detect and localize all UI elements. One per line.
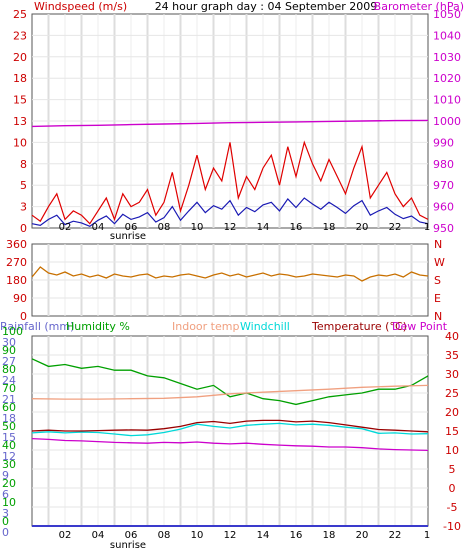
humidity-tick-label: 40 [2, 439, 16, 452]
x-tick-label: 12 [224, 530, 237, 541]
humidity-tick-label: 30 [2, 458, 16, 471]
temperature-tick-label: 5 [449, 463, 456, 476]
x-tick-label: 02 [59, 222, 72, 233]
x-tick-label: 22 [389, 530, 402, 541]
x-tick-label: 12 [224, 222, 237, 233]
humidity-tick-label: 70 [2, 382, 16, 395]
sunrise-label-bottom: sunrise [110, 540, 146, 551]
y-tick-label: 25 [13, 8, 27, 21]
sunrise-label: sunrise [110, 231, 146, 242]
y-tick-label: 1030 [433, 51, 461, 64]
legend-entry: Humidity % [66, 320, 130, 333]
y-tick-label: 960 [433, 201, 454, 214]
y-tick-label: 13 [13, 115, 27, 128]
y-tick-label: 8 [20, 158, 27, 171]
y-tick-label: 0 [20, 222, 27, 235]
legend-entry: Dew Point [392, 320, 448, 333]
x-tick-label: 20 [356, 530, 369, 541]
compass-tick-label: W [434, 256, 445, 269]
y-tick-label: 3 [20, 201, 27, 214]
y-tick-label: 270 [6, 256, 27, 269]
y-tick-label: 990 [433, 136, 454, 149]
x-tick-label: 08 [158, 530, 171, 541]
y-tick-label: 360 [6, 238, 27, 251]
humidity-tick-label: 20 [2, 477, 16, 490]
x-tick-label: 16 [290, 222, 303, 233]
y-tick-label: 18 [13, 72, 27, 85]
humidity-tick-label: 80 [2, 363, 16, 376]
compass-tick-label: S [434, 274, 441, 287]
humidity-tick-label: 0 [2, 515, 9, 528]
wind-direction-degree-ticks: 0 90 180 270 360 [6, 238, 27, 323]
legend-entry: Windchill [240, 320, 290, 333]
temperature-tick-label: 35 [445, 349, 459, 362]
x-tick-label: 14 [257, 222, 270, 233]
y-tick-label: 23 [13, 29, 27, 42]
y-tick-label: 5 [20, 179, 27, 192]
y-tick-label: 180 [6, 274, 27, 287]
compass-tick-label: N [434, 238, 442, 251]
windspeed-axis-label: Windspeed (m/s) [34, 0, 127, 13]
x-tick-label: 1 [424, 530, 430, 541]
legend-entry: Indoor temp [172, 320, 239, 333]
y-tick-label: 1040 [433, 29, 461, 42]
legend: Rainfall (mm)Humidity % Indoor temp Windch… [0, 320, 448, 333]
temperature-tick-label: 30 [445, 368, 459, 381]
x-tick-label: 22 [389, 222, 402, 233]
x-tick-label: 04 [92, 530, 105, 541]
temperature-tick-label: -5 [447, 501, 458, 514]
x-tick-label: 14 [257, 530, 270, 541]
barometer-ticks: 950 960 970 980 990 1000 1010 1020 1030 1040 1050 [433, 8, 461, 235]
x-tick-label: 1 [424, 222, 430, 233]
temperature-tick-label: 25 [445, 387, 459, 400]
y-tick-label: 1000 [433, 115, 461, 128]
chart-title: 24 hour graph day : 04 September 2009 [155, 0, 378, 13]
temperature-tick-label: 0 [449, 482, 456, 495]
x-tick-label: 04 [92, 222, 105, 233]
humidity-tick-label: 100 [2, 325, 23, 338]
x-tick-label: 18 [323, 530, 336, 541]
temperature-ticks: -10 -5 0 5 10 15 20 25 30 35 40 [443, 330, 461, 533]
temperature-tick-label: 10 [445, 444, 459, 457]
x-tick-label: 20 [356, 222, 369, 233]
y-tick-label: 970 [433, 179, 454, 192]
humidity-tick-label: 90 [2, 344, 16, 357]
humidity-tick-label: 60 [2, 401, 16, 414]
y-tick-label: 1020 [433, 72, 461, 85]
y-tick-label: 1050 [433, 8, 461, 21]
y-tick-label: 90 [13, 292, 27, 305]
y-tick-label: 20 [13, 51, 27, 64]
humidity-tick-label: 50 [2, 420, 16, 433]
y-tick-label: 950 [433, 222, 454, 235]
x-tick-label: 08 [158, 222, 171, 233]
temperature-tick-label: 15 [445, 425, 459, 438]
compass-tick-label: E [434, 292, 441, 305]
y-tick-label: 15 [13, 94, 27, 107]
x-tick-label: 10 [191, 530, 204, 541]
y-tick-label: 1010 [433, 94, 461, 107]
temperature-tick-label: -10 [443, 520, 461, 533]
x-tick-label: 18 [323, 222, 336, 233]
y-tick-label: 10 [13, 136, 27, 149]
x-tick-label: 10 [191, 222, 204, 233]
x-tick-label: 02 [59, 530, 72, 541]
temperature-tick-label: 40 [445, 330, 459, 343]
temperature-tick-label: 20 [445, 406, 459, 419]
x-tick-label: 16 [290, 530, 303, 541]
y-tick-label: 980 [433, 158, 454, 171]
humidity-tick-label: 10 [2, 496, 16, 509]
windspeed-ticks: 0 3 5 8 10 13 15 18 20 23 25 [13, 8, 27, 235]
humidity-ticks: 0 10 20 30 40 50 60 70 80 90 100 [2, 325, 23, 528]
